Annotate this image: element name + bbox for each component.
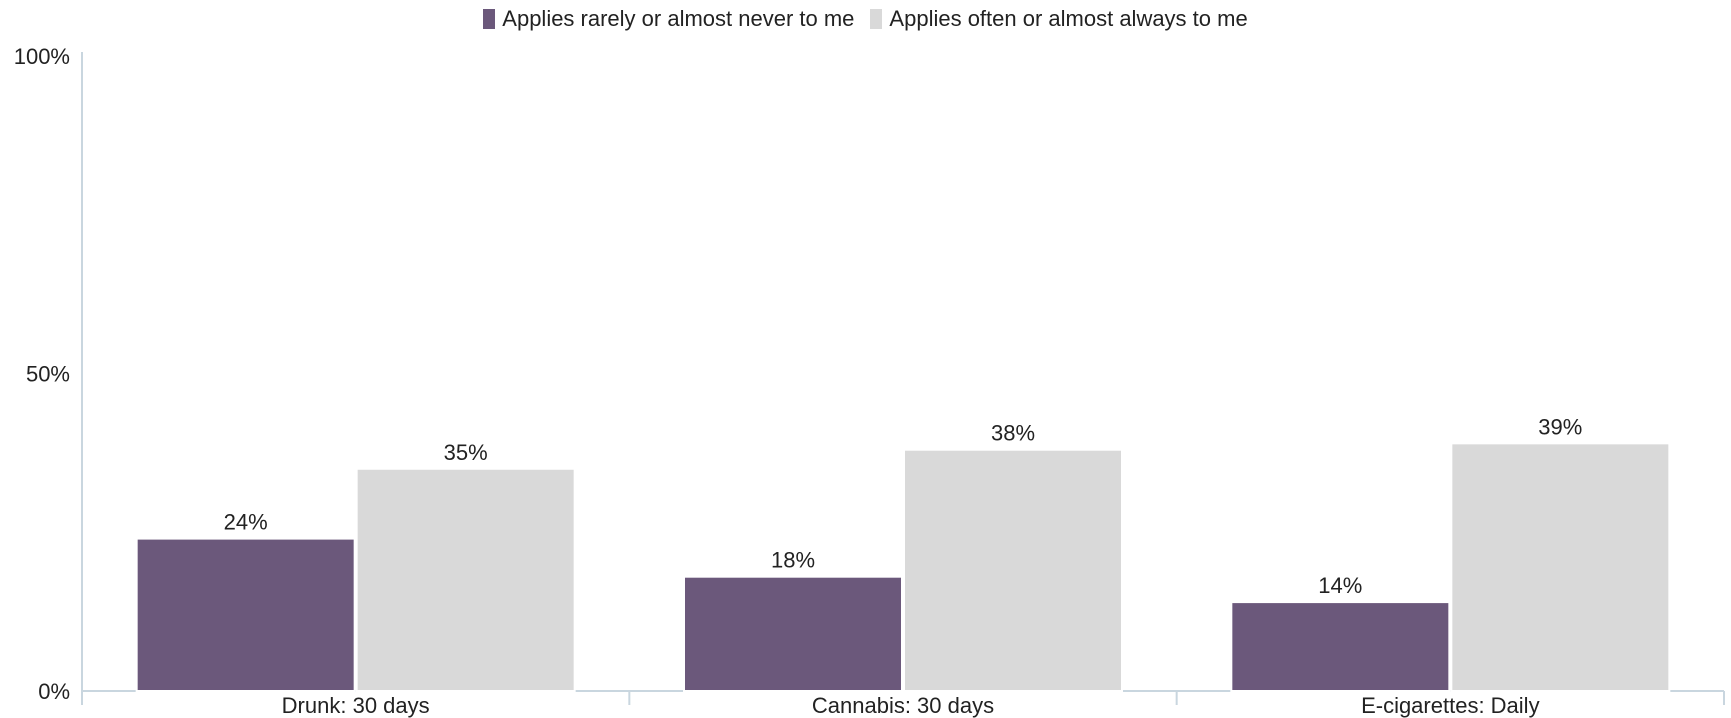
bar-e-cigarettes-daily-series-1[interactable]	[1230, 601, 1451, 692]
legend-swatch-often	[870, 9, 883, 29]
bar-cannabis-30-days-series-1[interactable]	[683, 575, 903, 693]
y-tick-label-0: 0%	[38, 679, 70, 704]
x-tick-label-e-cigarettes-daily: E-cigarettes: Daily	[1361, 693, 1540, 718]
legend-item-often[interactable]: Applies often or almost always to me	[870, 6, 1248, 32]
data-label-e-cigarettes-daily-series-1: 14%	[1318, 573, 1362, 598]
y-tick-label-50: 50%	[26, 362, 70, 387]
bar-drunk-30-days-series-2[interactable]	[355, 467, 576, 692]
data-label-cannabis-30-days-series-2: 38%	[991, 421, 1035, 446]
x-tick-label-drunk-30-days: Drunk: 30 days	[282, 693, 430, 718]
data-label-cannabis-30-days-series-1: 18%	[771, 548, 815, 573]
legend-label-often: Applies often or almost always to me	[889, 6, 1248, 31]
data-label-e-cigarettes-daily-series-2: 39%	[1538, 414, 1582, 439]
bar-e-cigarettes-daily-series-2[interactable]	[1450, 442, 1671, 692]
legend: Applies rarely or almost never to me App…	[0, 4, 1731, 34]
x-tick-label-cannabis-30-days: Cannabis: 30 days	[812, 693, 994, 718]
bar-drunk-30-days-series-1[interactable]	[135, 537, 356, 692]
data-label-drunk-30-days-series-1: 24%	[224, 510, 268, 535]
bar-cannabis-30-days-series-2[interactable]	[903, 448, 1123, 693]
legend-swatch-rarely	[483, 9, 496, 29]
legend-item-rarely[interactable]: Applies rarely or almost never to me	[483, 6, 854, 32]
y-tick-label-100: 100%	[14, 44, 70, 69]
data-label-drunk-30-days-series-2: 35%	[444, 440, 488, 465]
legend-label-rarely: Applies rarely or almost never to me	[502, 6, 855, 31]
